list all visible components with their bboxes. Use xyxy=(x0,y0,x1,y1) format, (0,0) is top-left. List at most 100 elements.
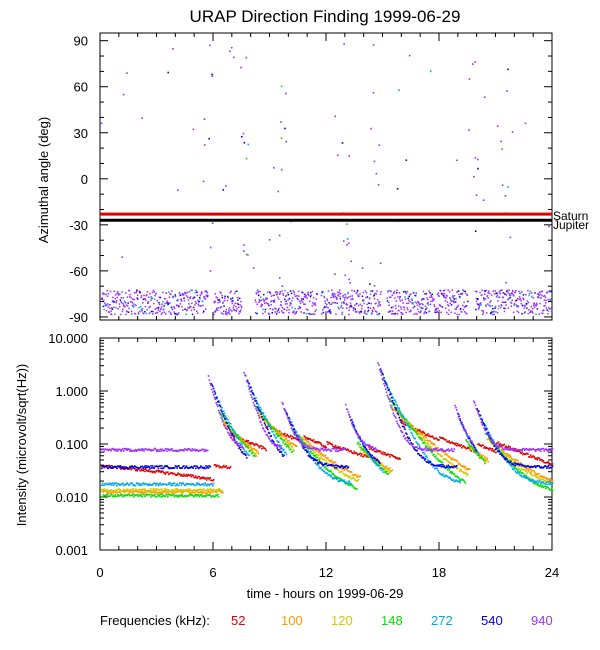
intensity-point xyxy=(509,460,511,462)
intensity-point xyxy=(190,476,193,478)
azimuth-point xyxy=(292,290,294,292)
azimuth-point xyxy=(393,290,396,293)
intensity-point xyxy=(218,404,221,406)
intensity-point xyxy=(348,477,350,479)
intensity-point xyxy=(467,441,469,443)
intensity-point xyxy=(225,425,228,427)
intensity-point xyxy=(454,465,456,468)
intensity-point xyxy=(345,468,347,470)
azimuth-point xyxy=(296,295,298,297)
intensity-point xyxy=(383,453,385,456)
azimuth-point xyxy=(409,309,412,311)
azimuth-point xyxy=(290,303,292,305)
intensity-point xyxy=(181,467,184,469)
intensity-point xyxy=(518,471,521,473)
azimuth-point xyxy=(141,307,144,310)
azimuth-point xyxy=(157,306,160,309)
intensity-point xyxy=(287,442,289,444)
intensity-point xyxy=(194,494,196,497)
azimuth-point xyxy=(196,291,198,293)
intensity-point xyxy=(102,494,105,496)
intensity-point xyxy=(484,456,486,458)
azimuth-point xyxy=(501,184,504,186)
intensity-point xyxy=(439,455,442,457)
intensity-point xyxy=(259,415,261,417)
intensity-point xyxy=(480,445,483,448)
intensity-point xyxy=(294,444,296,446)
azimuth-point xyxy=(464,311,466,313)
intensity-point xyxy=(478,453,480,456)
intensity-point xyxy=(384,467,387,470)
intensity-point xyxy=(405,432,407,434)
intensity-point xyxy=(429,462,432,464)
azimuth-point xyxy=(467,300,469,303)
intensity-point xyxy=(450,466,452,468)
azimuth-point xyxy=(372,310,374,313)
intensity-point xyxy=(237,434,239,436)
intensity-point xyxy=(432,464,434,466)
intensity-point xyxy=(217,493,219,496)
azimuth-point xyxy=(458,293,460,296)
intensity-point xyxy=(399,415,401,417)
intensity-point xyxy=(300,438,302,440)
azimuth-point xyxy=(535,302,538,305)
intensity-point xyxy=(189,474,192,476)
azimuth-point xyxy=(311,313,313,315)
intensity-point xyxy=(412,436,415,439)
intensity-point xyxy=(150,494,153,496)
intensity-point xyxy=(133,467,135,469)
azimuth-point xyxy=(259,290,261,293)
intensity-point xyxy=(519,465,522,468)
azimuth-point xyxy=(468,129,470,131)
intensity-point xyxy=(502,444,505,447)
intensity-point xyxy=(192,483,195,485)
intensity-point xyxy=(278,451,281,453)
azimuth-point xyxy=(538,291,541,293)
azimuth-point xyxy=(316,293,318,296)
intensity-point xyxy=(122,490,124,492)
intensity-point xyxy=(173,494,175,496)
azimuth-point xyxy=(310,294,312,296)
azimuth-point xyxy=(463,306,466,308)
intensity-point xyxy=(212,391,214,393)
azimuth-point xyxy=(284,290,286,292)
intensity-point xyxy=(230,432,233,435)
intensity-point xyxy=(445,466,447,469)
azimuth-point xyxy=(336,291,339,294)
intensity-point xyxy=(410,423,412,426)
azimuth-point xyxy=(301,298,304,300)
intensity-point xyxy=(519,452,522,454)
intensity-point xyxy=(198,483,200,485)
azimuth-point xyxy=(352,298,354,300)
azimuth-point xyxy=(252,267,255,269)
azimuth-point xyxy=(498,305,500,307)
intensity-point xyxy=(321,462,323,464)
azimuth-point xyxy=(304,303,306,306)
intensity-point xyxy=(503,457,506,460)
intensity-point xyxy=(355,474,357,476)
intensity-point xyxy=(457,444,460,447)
azimuth-point xyxy=(353,290,356,292)
intensity-point xyxy=(126,488,128,490)
intensity-point xyxy=(536,483,539,485)
azimuth-point xyxy=(374,310,377,312)
intensity-point xyxy=(228,434,231,436)
intensity-point xyxy=(277,441,279,443)
intensity-point xyxy=(264,430,267,433)
intensity-point xyxy=(139,449,142,451)
intensity-point xyxy=(202,495,205,497)
intensity-point xyxy=(373,460,375,462)
intensity-point xyxy=(493,445,495,447)
intensity-point xyxy=(261,424,263,426)
intensity-point xyxy=(356,476,358,478)
azimuth-point xyxy=(232,300,234,302)
intensity-point xyxy=(470,441,473,444)
azimuth-point xyxy=(139,310,141,313)
intensity-point xyxy=(356,452,358,455)
intensity-point xyxy=(150,496,152,498)
intensity-point xyxy=(120,466,122,468)
intensity-point xyxy=(219,413,222,416)
intensity-point xyxy=(351,477,354,479)
intensity-point xyxy=(291,446,294,448)
intensity-point xyxy=(432,436,434,438)
